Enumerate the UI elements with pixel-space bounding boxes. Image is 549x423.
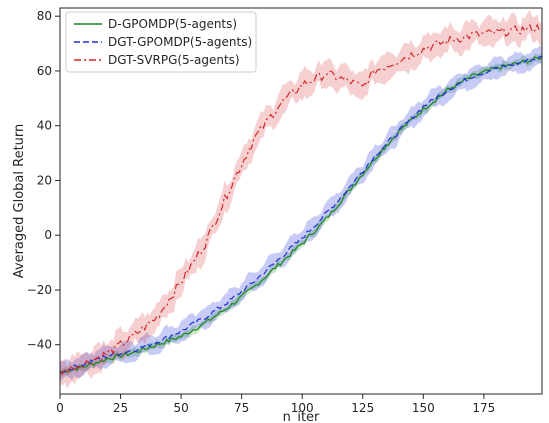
x-axis-label: n_iter <box>283 410 320 423</box>
x-tick-label: 100 <box>291 401 314 415</box>
legend-box <box>65 11 257 73</box>
x-tick-label: 25 <box>113 401 128 415</box>
legend: D-GPOMDP(5-agents) DGT-GPOMDP(5-agents) DG… <box>65 11 257 73</box>
y-axis: −40 −20 0 20 40 60 80 <box>27 9 60 352</box>
series-band <box>60 9 542 389</box>
y-tick-label: 0 <box>44 228 52 242</box>
x-tick-label: 50 <box>173 401 188 415</box>
x-tick-label: 175 <box>472 401 495 415</box>
x-tick-label: 75 <box>234 401 249 415</box>
x-axis: 0 25 50 75 100 125 150 175 <box>56 394 495 415</box>
plot-frame <box>59 7 543 395</box>
y-tick-label: 80 <box>37 9 52 23</box>
y-tick-label: 60 <box>37 64 52 78</box>
y-tick-label: −20 <box>27 283 52 297</box>
y-tick-label: −40 <box>27 338 52 352</box>
y-tick-label: 40 <box>37 119 52 133</box>
y-tick-label: 20 <box>37 173 52 187</box>
x-tick-label: 125 <box>351 401 374 415</box>
series-line <box>59 56 543 373</box>
legend-label: DGT-GPOMDP(5-agents) <box>108 35 252 49</box>
confidence-bands <box>60 9 542 389</box>
legend-label: DGT-SVRPG(5-agents) <box>108 53 240 67</box>
series-line <box>59 23 543 375</box>
series-lines <box>59 23 543 375</box>
y-axis-label: Averaged Global Return <box>12 124 27 279</box>
legend-label: D-GPOMDP(5-agents) <box>108 17 237 31</box>
series-line <box>59 55 543 374</box>
x-tick-label: 150 <box>412 401 435 415</box>
x-tick-label: 0 <box>56 401 64 415</box>
series-band <box>60 45 542 381</box>
